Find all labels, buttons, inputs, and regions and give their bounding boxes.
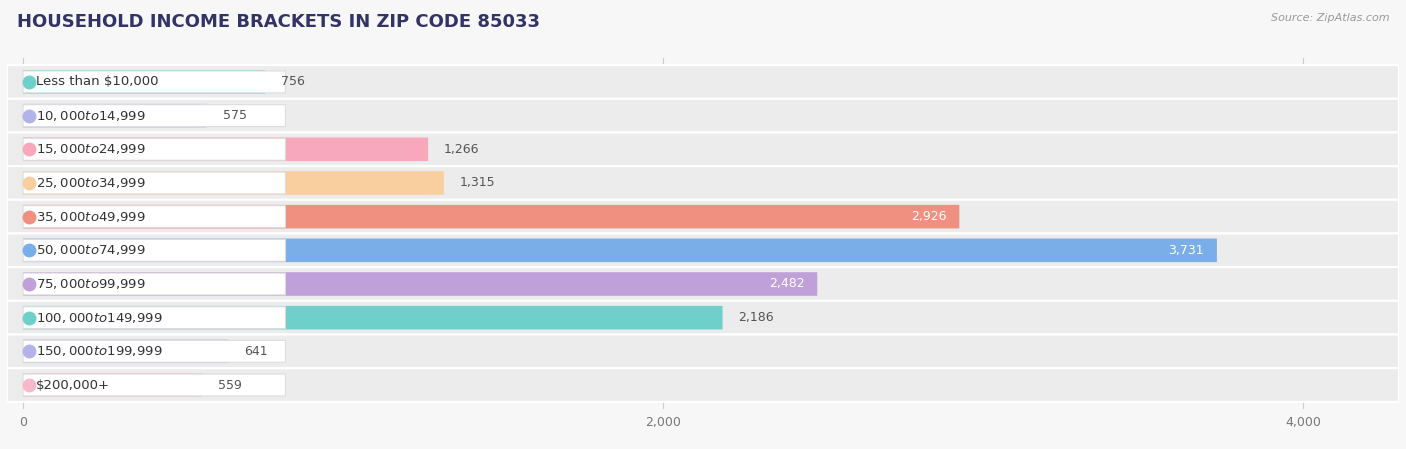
- FancyBboxPatch shape: [22, 273, 285, 295]
- Text: $35,000 to $49,999: $35,000 to $49,999: [35, 210, 145, 224]
- Text: $150,000 to $199,999: $150,000 to $199,999: [35, 344, 162, 358]
- Text: $25,000 to $34,999: $25,000 to $34,999: [35, 176, 145, 190]
- FancyBboxPatch shape: [22, 205, 959, 229]
- Text: $15,000 to $24,999: $15,000 to $24,999: [35, 142, 145, 156]
- FancyBboxPatch shape: [22, 306, 723, 330]
- Text: 3,731: 3,731: [1168, 244, 1204, 257]
- Text: HOUSEHOLD INCOME BRACKETS IN ZIP CODE 85033: HOUSEHOLD INCOME BRACKETS IN ZIP CODE 85…: [17, 13, 540, 31]
- FancyBboxPatch shape: [22, 206, 285, 228]
- FancyBboxPatch shape: [7, 368, 1399, 402]
- FancyBboxPatch shape: [22, 105, 285, 127]
- FancyBboxPatch shape: [22, 340, 285, 362]
- FancyBboxPatch shape: [22, 339, 228, 363]
- Text: 1,266: 1,266: [444, 143, 479, 156]
- Text: 641: 641: [245, 345, 267, 358]
- Text: 559: 559: [218, 379, 242, 392]
- FancyBboxPatch shape: [7, 132, 1399, 166]
- FancyBboxPatch shape: [22, 239, 285, 261]
- Text: $50,000 to $74,999: $50,000 to $74,999: [35, 243, 145, 257]
- Text: 1,315: 1,315: [460, 176, 495, 189]
- Text: Less than $10,000: Less than $10,000: [35, 75, 159, 88]
- FancyBboxPatch shape: [22, 70, 264, 94]
- Text: $75,000 to $99,999: $75,000 to $99,999: [35, 277, 145, 291]
- Text: $100,000 to $149,999: $100,000 to $149,999: [35, 311, 162, 325]
- FancyBboxPatch shape: [22, 238, 1218, 262]
- Text: 575: 575: [224, 109, 247, 122]
- FancyBboxPatch shape: [7, 267, 1399, 301]
- FancyBboxPatch shape: [22, 374, 285, 396]
- FancyBboxPatch shape: [7, 301, 1399, 335]
- Text: 2,186: 2,186: [738, 311, 775, 324]
- FancyBboxPatch shape: [22, 373, 202, 397]
- FancyBboxPatch shape: [22, 137, 429, 161]
- FancyBboxPatch shape: [7, 200, 1399, 233]
- FancyBboxPatch shape: [22, 307, 285, 329]
- FancyBboxPatch shape: [7, 99, 1399, 132]
- Text: Source: ZipAtlas.com: Source: ZipAtlas.com: [1271, 13, 1389, 23]
- FancyBboxPatch shape: [22, 171, 444, 195]
- FancyBboxPatch shape: [7, 65, 1399, 99]
- Text: 756: 756: [281, 75, 305, 88]
- FancyBboxPatch shape: [7, 233, 1399, 267]
- Text: $10,000 to $14,999: $10,000 to $14,999: [35, 109, 145, 123]
- FancyBboxPatch shape: [7, 166, 1399, 200]
- Text: 2,482: 2,482: [769, 277, 804, 291]
- Text: 2,926: 2,926: [911, 210, 946, 223]
- FancyBboxPatch shape: [7, 335, 1399, 368]
- FancyBboxPatch shape: [22, 272, 817, 296]
- Text: $200,000+: $200,000+: [35, 379, 110, 392]
- FancyBboxPatch shape: [22, 104, 207, 128]
- FancyBboxPatch shape: [22, 71, 285, 93]
- FancyBboxPatch shape: [22, 138, 285, 160]
- FancyBboxPatch shape: [22, 172, 285, 194]
